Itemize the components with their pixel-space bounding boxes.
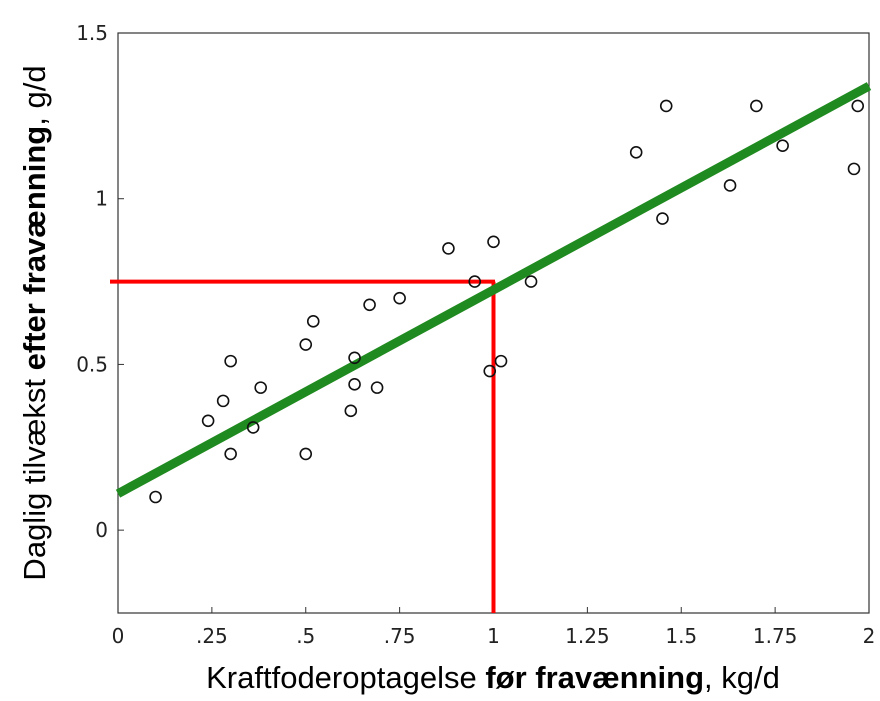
y-tick-label: 0 bbox=[95, 518, 108, 542]
data-point bbox=[254, 381, 267, 394]
data-point bbox=[216, 394, 230, 408]
data-point bbox=[750, 99, 763, 113]
data-point bbox=[393, 291, 406, 305]
data-point bbox=[487, 235, 500, 249]
x-axis-title-bold: før fravænning bbox=[485, 660, 704, 695]
y-tick-label: 0.5 bbox=[76, 352, 108, 376]
data-point bbox=[201, 414, 215, 428]
x-tick-label: 1.25 bbox=[565, 624, 610, 648]
x-tick-label: 0 bbox=[112, 624, 125, 648]
x-axis-title-prefix: Kraftfoderoptagelse bbox=[206, 660, 485, 695]
data-point bbox=[370, 381, 384, 394]
x-axis-title-suffix: , kg/d bbox=[704, 660, 780, 695]
regression-line-group bbox=[115, 82, 872, 498]
data-point bbox=[723, 179, 737, 192]
regression-line bbox=[115, 82, 872, 498]
y-tick-label: 1.5 bbox=[76, 21, 108, 45]
data-point bbox=[851, 99, 865, 113]
data-point bbox=[246, 421, 260, 434]
data-point bbox=[344, 404, 358, 418]
data-point bbox=[656, 212, 669, 225]
data-point bbox=[468, 275, 482, 288]
x-tick-label: 2 bbox=[863, 624, 876, 648]
data-point bbox=[299, 447, 313, 461]
x-axis-ticks: 0 .25 .5 .75 1 1.25 1.5 1.75 2 bbox=[112, 607, 876, 648]
data-point bbox=[659, 99, 673, 113]
data-point bbox=[776, 139, 789, 152]
x-tick-label: 1 bbox=[487, 624, 500, 648]
x-tick-label: .75 bbox=[384, 624, 416, 648]
x-tick-label: 1.5 bbox=[665, 624, 697, 648]
data-point bbox=[224, 354, 237, 368]
y-axis-ticks: 0 0.5 1 1.5 bbox=[76, 21, 124, 542]
data-point bbox=[224, 447, 237, 461]
data-point bbox=[494, 354, 508, 368]
data-point bbox=[299, 338, 313, 351]
y-axis-title: Daglig tilvækst efter fravænning, g/d bbox=[17, 65, 52, 580]
data-point bbox=[629, 146, 643, 159]
x-tick-label: .5 bbox=[296, 624, 315, 648]
x-tick-label: .25 bbox=[196, 624, 228, 648]
data-point bbox=[442, 242, 455, 255]
x-axis-title: Kraftfoderoptagelse før fravænning, kg/d bbox=[206, 660, 780, 695]
data-point bbox=[306, 315, 320, 328]
y-axis-title-bold: efter fravænning bbox=[17, 126, 52, 371]
data-point bbox=[524, 275, 538, 288]
data-point bbox=[348, 378, 361, 391]
data-point bbox=[847, 162, 861, 176]
data-points bbox=[149, 99, 865, 504]
x-tick-label: 1.75 bbox=[753, 624, 798, 648]
y-axis-title-suffix: , g/d bbox=[17, 65, 52, 125]
data-point bbox=[363, 298, 376, 312]
y-axis-title-prefix: Daglig tilvækst bbox=[17, 370, 52, 580]
data-point bbox=[348, 351, 361, 365]
reference-lines bbox=[110, 279, 496, 613]
y-tick-label: 1 bbox=[95, 187, 108, 211]
data-point bbox=[149, 490, 162, 504]
data-point bbox=[483, 364, 497, 378]
